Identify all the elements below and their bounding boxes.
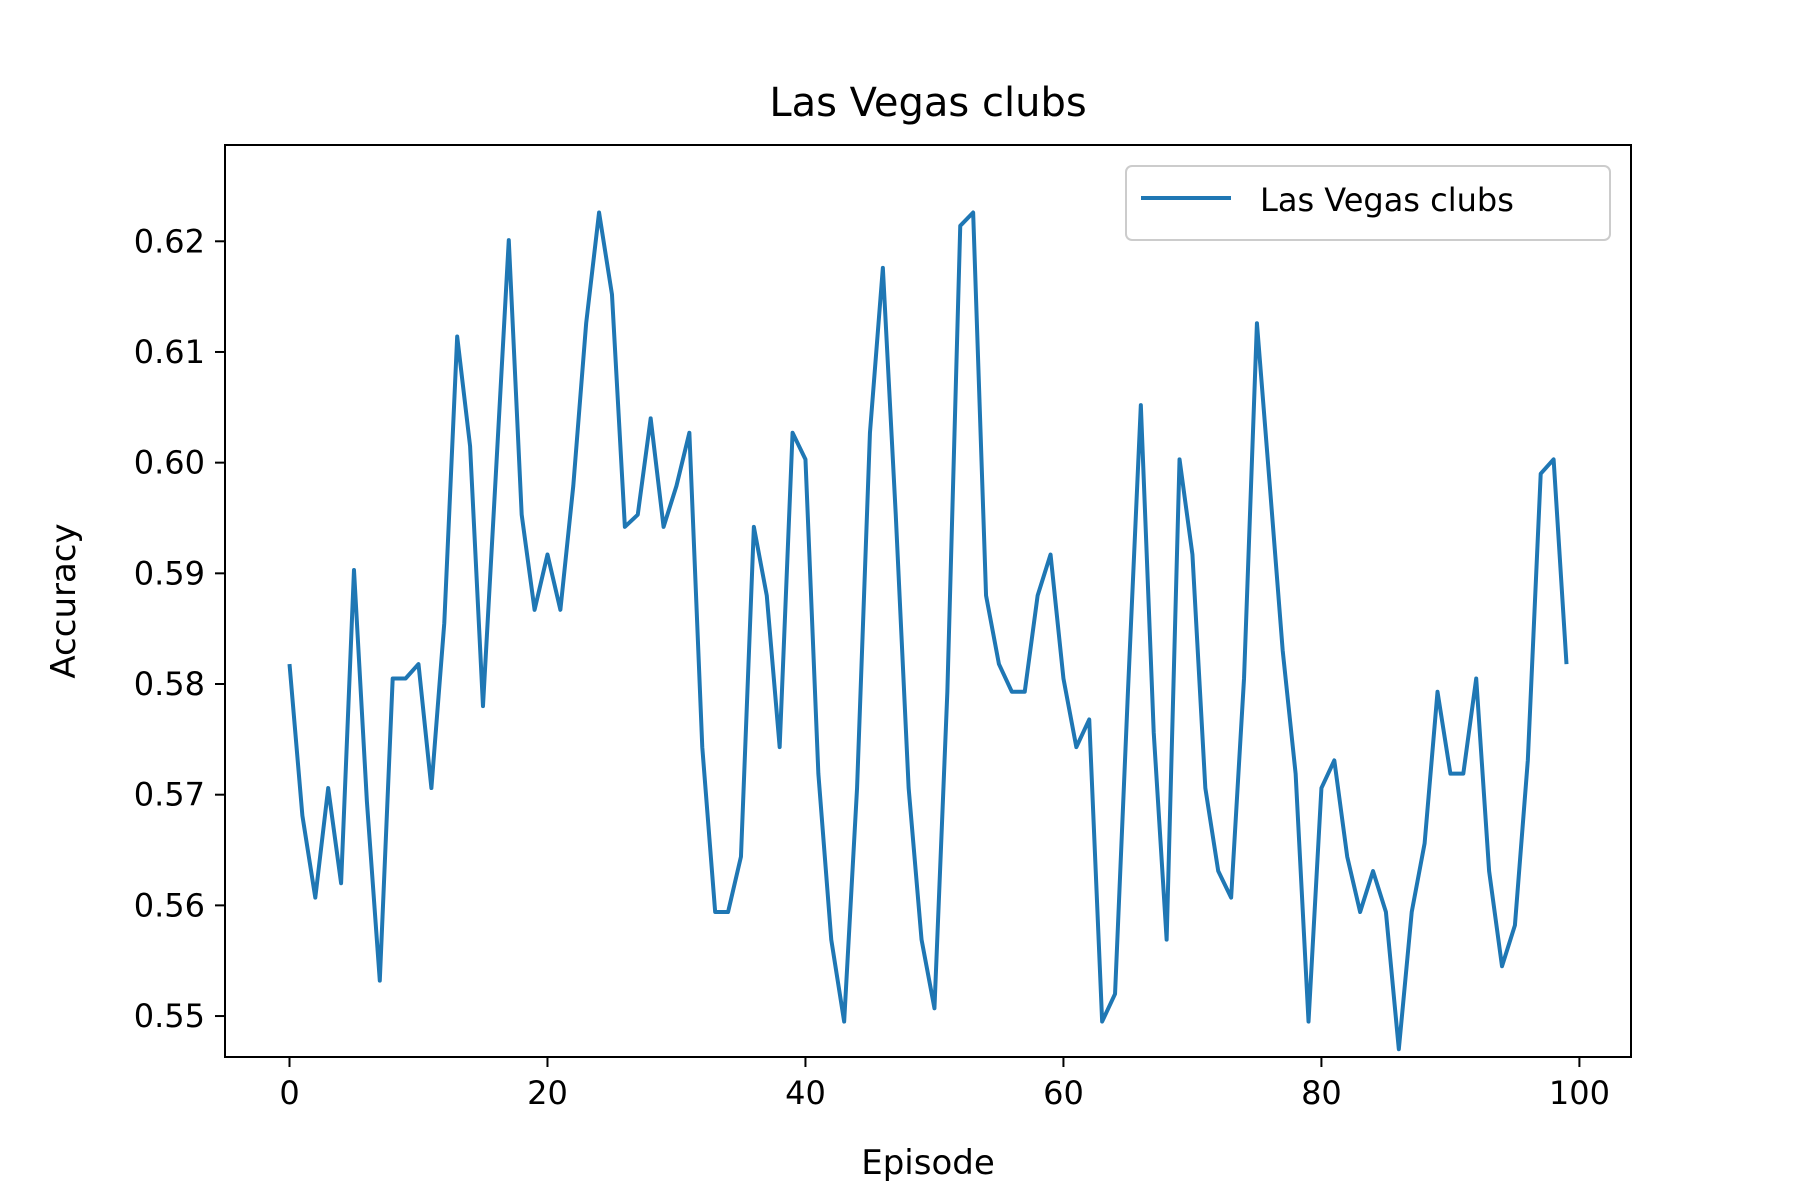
x-tick-label: 40 — [785, 1074, 826, 1112]
y-tick-label: 0.56 — [134, 886, 205, 924]
y-tick-label: 0.58 — [134, 665, 205, 703]
ticks-layer: 0 20 40 60 80 100 0.55 0.56 0.57 0.58 0.59 0.60 0.61… — [134, 222, 1610, 1112]
x-tick-label: 60 — [1043, 1074, 1084, 1112]
y-tick-label: 0.55 — [134, 997, 205, 1035]
legend-label-las-vegas-clubs: Las Vegas clubs — [1260, 181, 1514, 219]
legend-frame — [1125, 165, 1611, 241]
series-line-las-vegas-clubs — [287, 210, 1569, 1052]
x-axis-label: Episode — [861, 1143, 995, 1183]
y-axis-label: Accuracy — [44, 523, 84, 678]
legend: Las Vegas clubs — [1125, 165, 1611, 241]
plot-area-background — [225, 145, 1631, 1057]
x-tick-label: 20 — [527, 1074, 568, 1112]
y-tick-label: 0.59 — [134, 554, 205, 592]
x-tick-label: 80 — [1301, 1074, 1342, 1112]
y-tick-label: 0.62 — [134, 222, 205, 260]
y-tick-label: 0.60 — [134, 444, 205, 482]
x-tick-label: 0 — [279, 1074, 299, 1112]
x-tick-label: 100 — [1549, 1074, 1610, 1112]
chart-title: Las Vegas clubs — [769, 80, 1086, 126]
y-tick-label: 0.57 — [134, 776, 205, 814]
plot-layer — [287, 210, 1569, 1052]
plot-frame — [224, 144, 1632, 1058]
y-tick-label: 0.61 — [134, 333, 205, 371]
